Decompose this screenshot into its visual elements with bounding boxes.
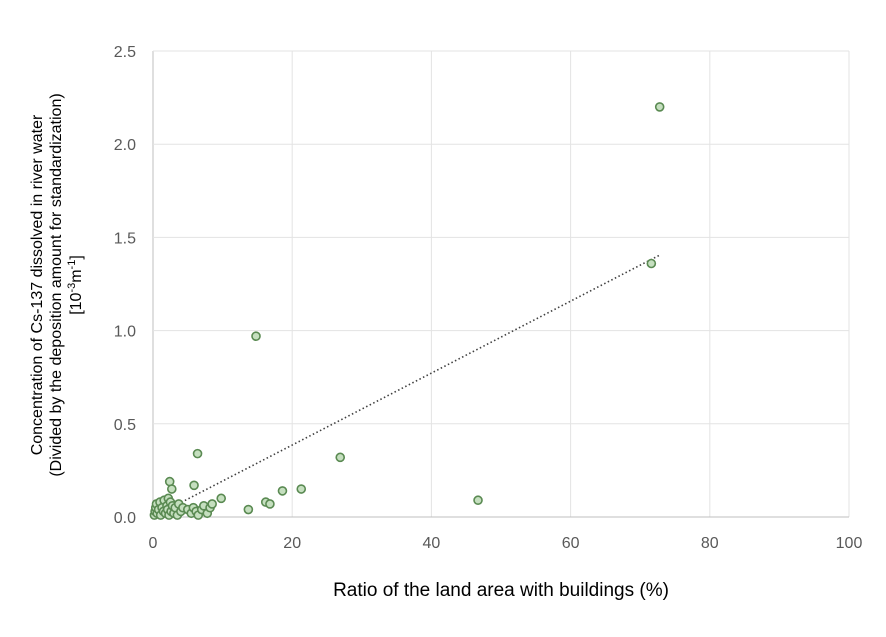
y-label-unit-base: [10 xyxy=(68,292,85,314)
data-point xyxy=(335,452,346,463)
y-axis-label-line1: Concentration of Cs-137 dissolved in riv… xyxy=(29,114,46,455)
x-tick-label: 80 xyxy=(701,535,719,552)
y-tick-label: 0.5 xyxy=(114,417,136,434)
y-tick-label: 2.5 xyxy=(114,44,136,61)
data-point xyxy=(277,486,288,496)
data-point xyxy=(189,480,199,491)
data-point xyxy=(646,258,657,269)
x-tick-label: 0 xyxy=(149,535,158,552)
data-point xyxy=(216,493,227,504)
data-point xyxy=(192,448,203,459)
y-label-unit-m: m xyxy=(68,269,85,282)
y-axis-label-line2: (Divided by the deposition amount for st… xyxy=(48,93,65,476)
y-tick-label: 1.5 xyxy=(114,230,136,247)
x-tick-label: 60 xyxy=(562,535,580,552)
y-tick-label: 1.0 xyxy=(114,324,136,341)
trendline-path xyxy=(156,254,661,516)
y-axis-label-line3: [10-3m-1] xyxy=(66,255,85,315)
grid xyxy=(152,50,850,518)
x-tick-labels: 0 20 40 60 80 100 xyxy=(149,535,863,552)
data-points xyxy=(149,102,665,520)
x-tick-label: 100 xyxy=(836,535,863,552)
x-tick-label: 40 xyxy=(423,535,441,552)
y-tick-label: 2.0 xyxy=(114,137,136,154)
x-tick-label: 20 xyxy=(283,535,301,552)
y-label-unit-close: ] xyxy=(68,255,85,259)
y-tick-labels: 0.0 0.5 1.0 1.5 2.0 2.5 xyxy=(114,44,136,527)
y-axis-label: Concentration of Cs-137 dissolved in riv… xyxy=(29,93,85,476)
data-point xyxy=(265,499,275,509)
trendline xyxy=(156,254,661,516)
data-point xyxy=(207,499,217,509)
x-axis-label: Ratio of the land area with buildings (%… xyxy=(333,580,669,601)
y-label-unit-exp1: -3 xyxy=(66,283,78,293)
data-point xyxy=(296,484,307,494)
data-point xyxy=(251,331,261,341)
data-point xyxy=(654,102,665,112)
data-point xyxy=(473,495,483,506)
data-point xyxy=(243,504,254,515)
y-label-unit-exp2: -1 xyxy=(66,260,78,270)
y-tick-label: 0.0 xyxy=(114,510,136,527)
data-point xyxy=(166,484,177,494)
